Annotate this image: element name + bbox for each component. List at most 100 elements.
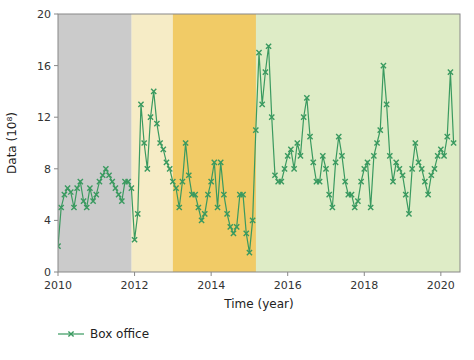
point xyxy=(371,153,376,158)
point xyxy=(62,192,67,197)
x-tick-label: 2016 xyxy=(274,279,302,292)
y-tick-label: 20 xyxy=(37,8,51,21)
point xyxy=(199,218,204,223)
point xyxy=(365,160,370,165)
point xyxy=(413,140,418,145)
x-tick-label: 2018 xyxy=(350,279,378,292)
point xyxy=(59,205,64,210)
point xyxy=(138,102,143,107)
y-tick-label: 0 xyxy=(44,266,51,279)
point xyxy=(263,69,268,74)
y-tick-label: 4 xyxy=(44,214,51,227)
point xyxy=(416,160,421,165)
point xyxy=(228,224,233,229)
region xyxy=(173,14,256,272)
point xyxy=(397,166,402,171)
point xyxy=(186,173,191,178)
point xyxy=(307,134,312,139)
point xyxy=(323,166,328,171)
point xyxy=(260,102,265,107)
point xyxy=(429,173,434,178)
point xyxy=(272,173,277,178)
y-tick xyxy=(54,272,58,273)
region xyxy=(132,14,173,272)
x-tick xyxy=(211,272,212,276)
point xyxy=(378,128,383,133)
point xyxy=(384,102,389,107)
point xyxy=(154,121,159,126)
point xyxy=(183,140,188,145)
point xyxy=(355,198,360,203)
point xyxy=(113,186,118,191)
x-tick xyxy=(58,272,59,276)
y-tick-label: 8 xyxy=(44,163,51,176)
point xyxy=(173,186,178,191)
x-tick-label: 2012 xyxy=(121,279,149,292)
x-tick-label: 2010 xyxy=(44,279,72,292)
axes: 201020122014201620182020048121620 xyxy=(37,8,455,292)
x-tick xyxy=(287,272,288,276)
point xyxy=(177,205,182,210)
point xyxy=(202,211,207,216)
point xyxy=(164,160,169,165)
point xyxy=(167,166,172,171)
point xyxy=(231,231,236,236)
point xyxy=(97,179,102,184)
point xyxy=(422,179,427,184)
point xyxy=(374,140,379,145)
point xyxy=(269,115,274,120)
point xyxy=(234,224,239,229)
point xyxy=(419,166,424,171)
point xyxy=(148,115,153,120)
point xyxy=(438,147,443,152)
point xyxy=(126,179,131,184)
point xyxy=(288,147,293,152)
point xyxy=(205,192,210,197)
point xyxy=(135,211,140,216)
point xyxy=(426,192,431,197)
point xyxy=(266,44,271,49)
point xyxy=(250,218,255,223)
point xyxy=(394,160,399,165)
point xyxy=(142,140,147,145)
point xyxy=(247,250,252,255)
point xyxy=(161,147,166,152)
plot-frame xyxy=(58,14,460,272)
point xyxy=(106,173,111,178)
point xyxy=(256,50,261,55)
y-tick xyxy=(54,220,58,221)
y-axis-label: Data (10⁸) xyxy=(5,112,19,174)
point xyxy=(218,160,223,165)
legend-marker xyxy=(68,331,73,336)
legend-label: Box office xyxy=(90,327,149,341)
y-tick xyxy=(54,14,58,15)
point xyxy=(336,134,341,139)
point xyxy=(362,166,367,171)
point xyxy=(91,198,96,203)
y-tick xyxy=(54,168,58,169)
point xyxy=(68,189,73,194)
point xyxy=(298,153,303,158)
point xyxy=(240,192,245,197)
point xyxy=(320,153,325,158)
point xyxy=(317,179,322,184)
point xyxy=(432,166,437,171)
point xyxy=(75,186,80,191)
point xyxy=(390,179,395,184)
point xyxy=(253,128,258,133)
region xyxy=(256,14,460,272)
point xyxy=(94,192,99,197)
point xyxy=(311,160,316,165)
point xyxy=(87,186,92,191)
point xyxy=(448,69,453,74)
x-tick xyxy=(134,272,135,276)
point xyxy=(132,237,137,242)
x-tick-label: 2020 xyxy=(427,279,455,292)
point xyxy=(359,179,364,184)
point xyxy=(368,205,373,210)
point xyxy=(193,192,198,197)
point xyxy=(100,173,105,178)
point xyxy=(71,205,76,210)
point xyxy=(451,140,456,145)
region xyxy=(58,14,132,272)
